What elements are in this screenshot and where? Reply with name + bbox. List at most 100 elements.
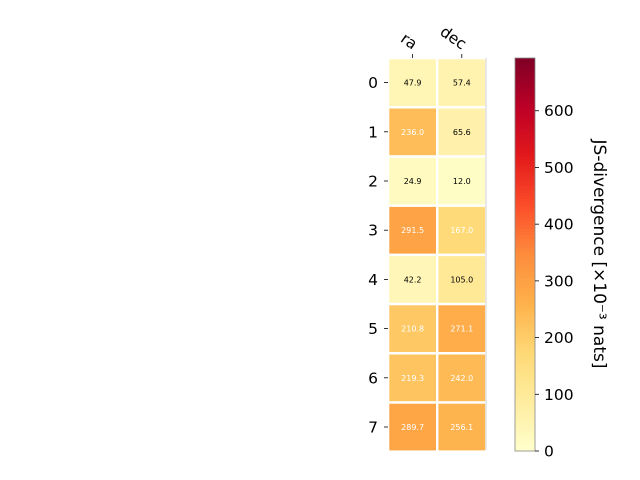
x-tick-label-ra: ra — [397, 29, 420, 53]
colorbar-segment — [515, 107, 535, 112]
colorbar-segment — [515, 444, 535, 449]
colorbar-segment — [515, 179, 535, 184]
colorbar-segment — [515, 218, 535, 223]
colorbar-segment — [515, 139, 535, 144]
colorbar-segment — [515, 136, 535, 141]
colorbar-segment — [515, 241, 535, 246]
cell-value-label: 210.8 — [401, 325, 424, 334]
colorbar-tick-label: 500 — [544, 159, 574, 177]
y-axis-ticks: 0 1 2 3 4 5 6 7 — [368, 74, 388, 437]
colorbar-segment — [515, 146, 535, 151]
colorbar-segment — [515, 424, 535, 429]
cell-value-label: 289.7 — [401, 423, 424, 432]
x-tick-label-dec: dec — [437, 23, 470, 54]
heatmap-cell-1-dec — [438, 108, 486, 156]
colorbar-segment — [515, 339, 535, 344]
colorbar-segment — [515, 172, 535, 177]
cell-value-label: 24.9 — [404, 177, 422, 186]
colorbar-segment — [515, 401, 535, 406]
heatmap-cell-2-ra — [389, 157, 436, 205]
colorbar-tick-label: 0 — [544, 443, 554, 461]
colorbar-segment — [515, 133, 535, 138]
colorbar-tick-label: 400 — [544, 216, 574, 234]
colorbar-segment — [515, 395, 535, 400]
y-tick-label-7: 7 — [368, 419, 378, 437]
colorbar-segment — [515, 238, 535, 243]
colorbar-segment — [515, 431, 535, 436]
colorbar-segment — [515, 303, 535, 308]
colorbar-segment — [515, 313, 535, 318]
colorbar-segment — [515, 287, 535, 292]
y-tick-label-0: 0 — [368, 74, 378, 92]
colorbar-segment — [515, 352, 535, 357]
colorbar-segment — [515, 120, 535, 125]
heatmap-cell-2-dec — [438, 157, 486, 205]
colorbar-segment — [515, 300, 535, 305]
colorbar-segment — [515, 375, 535, 380]
cell-value-label: 256.1 — [450, 423, 473, 432]
colorbar-segment — [515, 297, 535, 301]
colorbar-segment — [515, 293, 535, 298]
colorbar-segment — [515, 71, 535, 75]
colorbar-segment — [515, 365, 535, 370]
colorbar-segment — [515, 97, 535, 102]
colorbar-segment — [515, 202, 535, 206]
heatmap-cell-7-dec — [438, 403, 486, 451]
cell-value-labels: 47.9 57.4 236.0 65.6 24.9 12.0 291.5 167.0 42.2 1… — [401, 79, 473, 432]
colorbar-segment — [515, 306, 535, 311]
colorbar-segment — [515, 261, 535, 265]
colorbar-segment — [515, 414, 535, 419]
colorbar-segment — [515, 156, 535, 161]
colorbar-segment — [515, 421, 535, 426]
colorbar-segment — [515, 316, 535, 321]
colorbar-segment — [515, 369, 535, 374]
colorbar-segment — [515, 326, 535, 331]
colorbar-segment — [515, 372, 535, 377]
colorbar-segment — [515, 277, 535, 282]
colorbar-segment — [515, 100, 535, 105]
cell-value-label: 236.0 — [401, 128, 424, 137]
colorbar-segment — [515, 267, 535, 272]
colorbar-segment — [515, 378, 535, 383]
colorbar-segment — [515, 342, 535, 347]
colorbar-segment — [515, 103, 535, 108]
colorbar-segment — [515, 346, 535, 351]
colorbar-segment — [515, 126, 535, 131]
colorbar-segment — [515, 270, 535, 275]
y-tick-label-1: 1 — [368, 123, 378, 141]
cell-value-label: 47.9 — [404, 79, 422, 88]
colorbar-segment — [515, 225, 535, 229]
colorbar-segment — [515, 123, 535, 128]
colorbar-segment — [515, 162, 535, 167]
colorbar-segment — [515, 234, 535, 239]
colorbar-label: JS-divergence [×10⁻³ nats] — [589, 139, 609, 369]
cell-value-label: 42.2 — [404, 275, 422, 284]
colorbar-segment — [515, 310, 535, 315]
y-tick-label-3: 3 — [368, 222, 378, 240]
colorbar-segment — [515, 61, 535, 66]
colorbar-segment — [515, 231, 535, 236]
colorbar-segment — [515, 211, 535, 216]
colorbar-segment — [515, 385, 535, 390]
colorbar-segment — [515, 228, 535, 233]
colorbar-segment — [515, 323, 535, 328]
colorbar-segment — [515, 113, 535, 118]
colorbar-segment — [515, 175, 535, 180]
colorbar-segment — [515, 205, 535, 210]
colorbar-segment — [515, 143, 535, 148]
colorbar-segment — [515, 110, 535, 115]
colorbar-segment — [515, 290, 535, 295]
colorbar-frame — [514, 57, 536, 452]
colorbar-segment — [515, 280, 535, 285]
colorbar-segment — [515, 274, 535, 279]
heatmap-cell-0-ra — [389, 59, 436, 106]
colorbar-segment — [515, 84, 535, 89]
colorbar-segment — [515, 349, 535, 354]
colorbar-segment — [515, 130, 535, 134]
colorbar-segment — [515, 149, 535, 154]
colorbar-segment — [515, 428, 535, 432]
colorbar-segment — [515, 411, 535, 416]
colorbar-segment — [515, 329, 535, 334]
cell-value-label: 12.0 — [453, 177, 471, 186]
colorbar-segment — [515, 182, 535, 187]
